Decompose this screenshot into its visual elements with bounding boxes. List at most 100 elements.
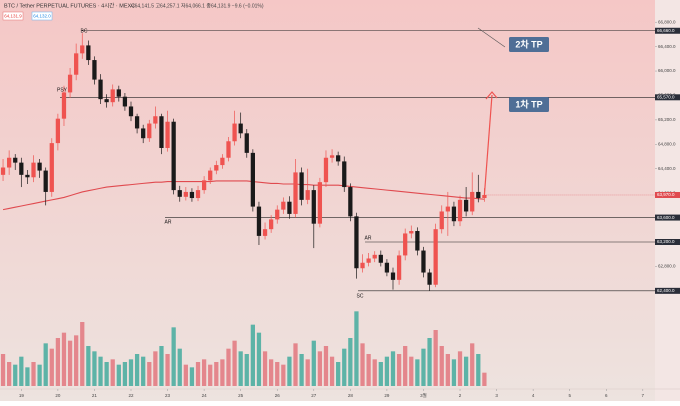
volume-bar <box>366 354 371 386</box>
annotation: BC <box>81 28 88 34</box>
candle-body <box>256 206 262 236</box>
candle-body <box>293 172 298 214</box>
volume-bar <box>214 362 219 386</box>
level-label: 62,400.0 <box>657 288 675 293</box>
level-label: 63,600.0 <box>657 215 675 220</box>
y-tick-label: 64,400.0 <box>658 166 676 171</box>
level-label-bg <box>655 239 680 245</box>
candle-body <box>354 216 359 269</box>
candle-body <box>13 157 18 163</box>
candle-body <box>396 255 402 280</box>
volume-bar <box>336 362 341 386</box>
volume-bar <box>354 311 359 386</box>
candle-body <box>31 162 36 178</box>
volume-bar <box>323 346 329 386</box>
x-tick-label: 28 <box>348 393 354 398</box>
candle-body <box>122 96 128 107</box>
target-pointer <box>477 27 506 48</box>
volume-bar <box>348 338 353 386</box>
annotation: SC <box>357 293 364 299</box>
candle-body <box>80 45 85 54</box>
volume-bar <box>19 356 24 386</box>
volume-bar <box>329 356 335 386</box>
volume-bar <box>262 351 268 386</box>
candle-body <box>433 229 438 285</box>
x-tick-label: 3월 <box>420 392 427 399</box>
level-label: 66,660.0 <box>657 28 675 33</box>
candle-body <box>421 250 426 273</box>
buy-button[interactable] <box>31 11 53 21</box>
candle-body <box>445 206 450 212</box>
buy-price[interactable]: 64,132.0 <box>33 14 51 19</box>
volume-bar <box>195 362 201 386</box>
x-tick-label: 5 <box>568 393 571 398</box>
volume-bar <box>37 364 42 386</box>
volume-bar <box>409 356 414 386</box>
x-tick-label: 25 <box>238 393 244 398</box>
x-tick-label: 2 <box>459 393 462 398</box>
candle-body <box>49 143 54 192</box>
candle-body <box>457 199 463 222</box>
candle-body <box>299 172 304 200</box>
volume-bar <box>421 348 426 386</box>
volume-bar <box>457 351 463 386</box>
candle-body <box>329 155 335 158</box>
annotation: AR <box>365 235 372 241</box>
candle-body <box>189 191 195 199</box>
volume-bar <box>92 351 97 386</box>
y-tick-label: 65,200.0 <box>658 117 676 122</box>
moving-average <box>2 180 485 211</box>
candle-body <box>208 170 213 181</box>
volume-bar <box>433 330 438 386</box>
volume-bar <box>61 332 67 386</box>
volume-bar <box>317 351 323 386</box>
x-tick-label: 27 <box>311 393 317 398</box>
candle-body <box>390 272 396 280</box>
x-tick-label: 26 <box>275 393 281 398</box>
volume-bar <box>250 324 255 386</box>
volume-bar <box>31 362 36 386</box>
ohlc-legend: 시64,141.5 고64,257.1 저64,066.1 종64,131.9 … <box>130 2 264 9</box>
candle-body <box>55 118 61 144</box>
sell-price[interactable]: 64,131.9 <box>4 14 22 19</box>
level-label-bg <box>655 27 680 34</box>
x-tick-label: 19 <box>19 393 25 398</box>
volume-bar <box>201 359 207 386</box>
volume-bar <box>122 362 128 386</box>
candle-body <box>110 89 115 103</box>
candle-body <box>403 233 408 256</box>
x-tick-label: 24 <box>202 393 208 398</box>
candle-body <box>19 162 24 175</box>
candle-body <box>281 201 286 210</box>
y-tick-label: 66,400.0 <box>658 44 676 49</box>
volume-bar <box>141 356 146 386</box>
level-label-bg <box>655 94 680 101</box>
candle-body <box>43 170 48 192</box>
plot: 62,400.062,800.063,200.063,600.064,000.0… <box>0 19 680 399</box>
level-label-bg <box>655 214 680 221</box>
y-tick-label: 62,800.0 <box>658 264 676 269</box>
sell-button[interactable] <box>2 11 24 21</box>
candle-body <box>439 211 444 230</box>
candle-body <box>427 272 432 285</box>
volume-bar <box>439 346 444 386</box>
volume-bar <box>342 348 347 386</box>
target-label: 2차 TP <box>515 38 542 49</box>
candle-body <box>177 190 182 197</box>
target-box <box>509 97 549 112</box>
x-tick-label: 22 <box>128 393 134 398</box>
volume-bar <box>104 362 109 386</box>
volume-bar <box>0 354 6 386</box>
volume-bar <box>220 359 225 386</box>
candle-body <box>262 229 268 236</box>
candle-body <box>476 191 481 199</box>
volume-bar <box>25 367 30 386</box>
volume-bar <box>183 364 188 386</box>
candle-body <box>342 161 347 188</box>
candle-body <box>141 128 146 139</box>
volume-bar <box>86 346 91 386</box>
volume-bar <box>171 327 176 386</box>
volume-bar <box>208 364 213 386</box>
volume-bar <box>378 362 383 386</box>
